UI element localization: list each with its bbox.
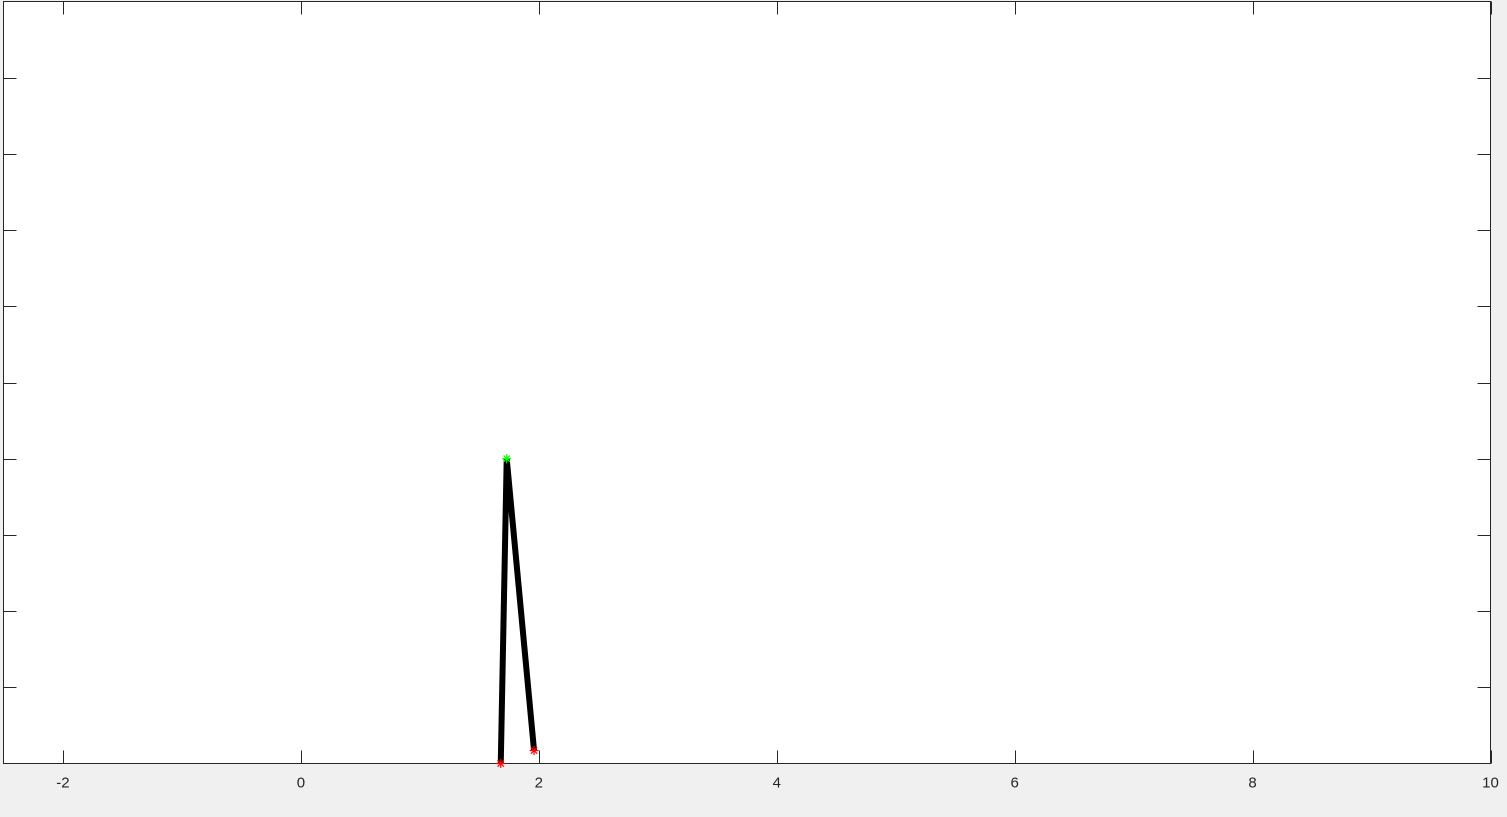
x-tick-label: 8: [1248, 775, 1256, 792]
x-axis-ticks: [63, 1, 1492, 764]
marker-stroke: [530, 746, 538, 755]
base-marker: [529, 746, 539, 756]
y-axis-ticks: [3, 78, 1491, 688]
apex-marker: [502, 454, 512, 464]
x-tick-label: -2: [56, 775, 69, 792]
base-marker: [496, 759, 506, 768]
plot-area: [3, 1, 1491, 764]
marker-stroke: [497, 759, 505, 768]
marker-layer: [496, 454, 539, 768]
x-axis-tick-labels: -2 0 2 4 6 8 10: [56, 775, 1499, 792]
x-tick-label: 4: [773, 775, 781, 792]
x-tick-label: 6: [1010, 775, 1018, 792]
x-tick-label: 0: [297, 775, 305, 792]
x-tick-label: 10: [1482, 775, 1499, 792]
marker-stroke: [503, 455, 511, 463]
x-tick-label: 2: [535, 775, 543, 792]
plot-axes: -2 0 2 4 6 8 10: [3, 1, 1499, 792]
